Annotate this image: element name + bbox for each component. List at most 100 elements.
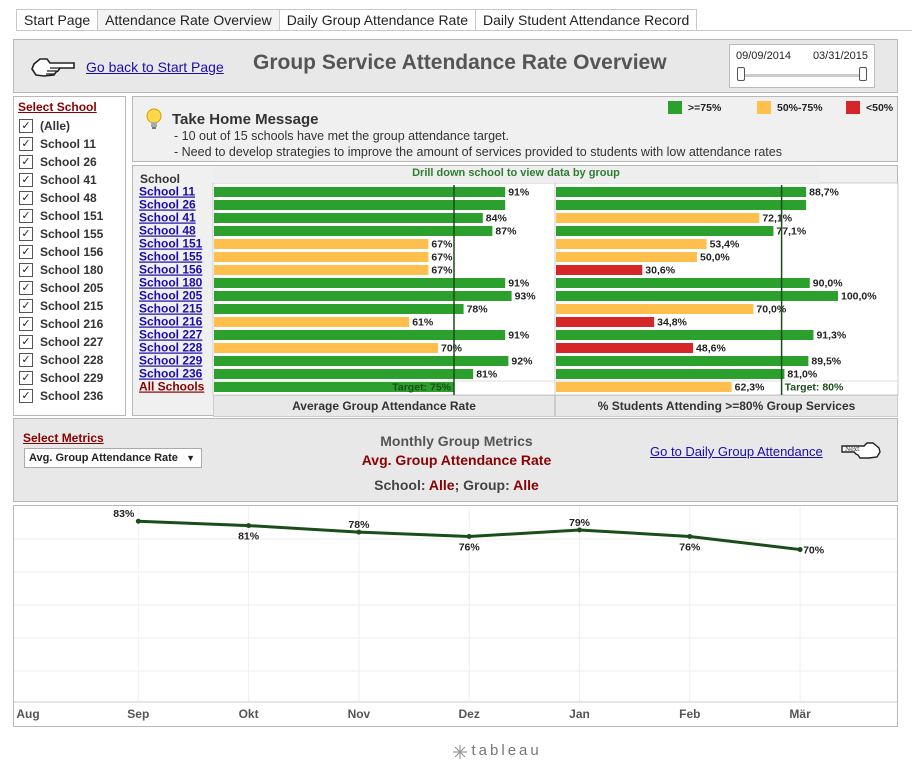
school-filter-item[interactable]: ✓ School 227 (19, 333, 103, 351)
school-row-label[interactable]: School 11 (139, 185, 195, 199)
avg-attendance-value-label: 93% (515, 291, 537, 303)
tableau-brand-text: tableau (471, 742, 542, 759)
trend-value-label: 70% (803, 545, 825, 557)
students-attending-bar (556, 356, 809, 366)
school-filter-label: School 41 (40, 173, 97, 187)
date-slider-start-handle[interactable] (737, 67, 745, 81)
school-filter-item[interactable]: ✓ School 215 (19, 297, 103, 315)
checkbox-icon[interactable]: ✓ (19, 335, 33, 349)
school-filter-item[interactable]: ✓ School 151 (19, 207, 103, 225)
date-range-start: 09/09/2014 (736, 50, 792, 62)
checkbox-icon[interactable]: ✓ (19, 209, 33, 223)
school-filter-item[interactable]: ✓ School 229 (19, 369, 103, 387)
students-attending-value-label: 90,0% (813, 278, 843, 290)
school-row-label[interactable]: School 26 (139, 198, 196, 212)
date-slider-track[interactable] (740, 74, 864, 77)
checkbox-icon[interactable]: ✓ (19, 371, 33, 385)
students-attending-value-label: 70,0% (756, 304, 786, 316)
date-range-filter[interactable]: 09/09/2014 03/31/2015 (729, 44, 875, 88)
date-slider-end-handle[interactable] (859, 67, 867, 81)
school-filter-label: School 236 (40, 389, 104, 403)
school-row-label[interactable]: School 236 (139, 367, 203, 381)
daily-group-attendance-link[interactable]: Go to Daily Group Attendance (650, 444, 823, 459)
checkbox-icon[interactable]: ✓ (19, 281, 33, 295)
group-prefix: ; Group: (454, 477, 514, 493)
school-row-label[interactable]: School 228 (139, 341, 203, 355)
group-value: Alle (513, 477, 539, 493)
school-row-label[interactable]: School 205 (139, 289, 203, 303)
checkbox-icon[interactable]: ✓ (19, 389, 33, 403)
school-filter-item[interactable]: ✓ (Alle) (19, 117, 70, 135)
school-filter-item[interactable]: ✓ School 41 (19, 171, 97, 189)
pointing-hand-next-icon[interactable]: Next (840, 441, 882, 461)
school-filter-item[interactable]: ✓ School 156 (19, 243, 103, 261)
school-row-label[interactable]: School 216 (139, 315, 203, 329)
checkbox-icon[interactable]: ✓ (19, 173, 33, 187)
school-row-label[interactable]: School 215 (139, 302, 203, 316)
checkbox-icon[interactable]: ✓ (19, 137, 33, 151)
checkbox-icon[interactable]: ✓ (19, 155, 33, 169)
left-chart-footer: Average Group Attendance Rate (213, 395, 555, 417)
school-row-label[interactable]: School 229 (139, 354, 203, 368)
trend-point (466, 533, 472, 539)
month-tick-label: Okt (239, 707, 259, 721)
avg-attendance-bar (214, 252, 429, 262)
checkbox-icon[interactable]: ✓ (19, 353, 33, 367)
checkbox-icon[interactable]: ✓ (19, 317, 33, 331)
avg-attendance-bar (214, 291, 512, 301)
school-filter-label: School 48 (40, 191, 97, 205)
checkbox-icon[interactable]: ✓ (19, 299, 33, 313)
avg-attendance-value-label: 78% (467, 304, 489, 316)
avg-attendance-value-label: 92% (511, 356, 533, 368)
school-filter-item[interactable]: ✓ School 205 (19, 279, 103, 297)
school-filter-item[interactable]: ✓ School 180 (19, 261, 103, 279)
checkbox-icon[interactable]: ✓ (19, 263, 33, 277)
avg-attendance-bar (214, 369, 474, 379)
tab-daily-group-attendance-rate[interactable]: Daily Group Attendance Rate (278, 9, 477, 31)
students-attending-bar (556, 317, 655, 327)
students-attending-bar (556, 330, 814, 340)
message-line-1: - 10 out of 15 schools have met the grou… (174, 129, 509, 143)
tab-attendance-rate-overview[interactable]: Attendance Rate Overview (97, 9, 280, 31)
school-filter-item[interactable]: ✓ School 48 (19, 189, 97, 207)
students-attending-value-label: 77,1% (776, 226, 806, 238)
school-filter-item[interactable]: ✓ School 228 (19, 351, 103, 369)
tab-daily-student-attendance-record[interactable]: Daily Student Attendance Record (475, 9, 698, 31)
avg-attendance-bar (214, 330, 506, 340)
students-attending-value-label: 88,7% (809, 187, 839, 199)
school-row-label[interactable]: School 151 (139, 237, 203, 251)
school-row-label[interactable]: All Schools (139, 380, 205, 394)
avg-attendance-bar (214, 382, 454, 392)
school-bar-charts: School 11 91% 88,7% School 26 School 41 84% 72… (132, 165, 899, 417)
monthly-line-chart: AugSepOktNovDezJanFebMärApr83%81%78%76%7… (13, 505, 898, 727)
school-column-header: School (140, 172, 181, 186)
school-row-label[interactable]: School 180 (139, 276, 203, 290)
school-row-label[interactable]: School 48 (139, 224, 196, 238)
metric-dropdown[interactable]: Avg. Group Attendance Rate ▼ (24, 448, 202, 468)
checkbox-icon[interactable]: ✓ (19, 227, 33, 241)
school-filter-item[interactable]: ✓ School 26 (19, 153, 97, 171)
school-row-label[interactable]: School 227 (139, 328, 203, 342)
school-filter-item[interactable]: ✓ School 155 (19, 225, 103, 243)
school-row-label[interactable]: School 41 (139, 211, 196, 225)
back-to-start-link[interactable]: Go back to Start Page (86, 59, 224, 75)
legend-item-green: >=75% (668, 101, 721, 114)
school-filter-item[interactable]: ✓ School 11 (19, 135, 96, 153)
school-filter-item[interactable]: ✓ School 216 (19, 315, 103, 333)
avg-attendance-bar (214, 187, 506, 197)
checkbox-icon[interactable]: ✓ (19, 191, 33, 205)
checkbox-icon[interactable]: ✓ (19, 245, 33, 259)
school-row-label[interactable]: School 155 (139, 250, 203, 264)
tab-divider (16, 30, 912, 31)
month-tick-label: Aug (16, 707, 39, 721)
school-filter-label: School 215 (40, 299, 104, 313)
month-tick-label: Sep (127, 707, 149, 721)
avg-attendance-bar (214, 304, 464, 314)
tab-start-page[interactable]: Start Page (16, 9, 99, 31)
school-row-label[interactable]: School 156 (139, 263, 203, 277)
select-metrics-title: Select Metrics (23, 431, 104, 445)
checkbox-icon[interactable]: ✓ (19, 119, 33, 133)
trend-point (577, 527, 582, 533)
avg-attendance-value-label: 67% (431, 265, 453, 277)
school-filter-item[interactable]: ✓ School 236 (19, 387, 103, 405)
